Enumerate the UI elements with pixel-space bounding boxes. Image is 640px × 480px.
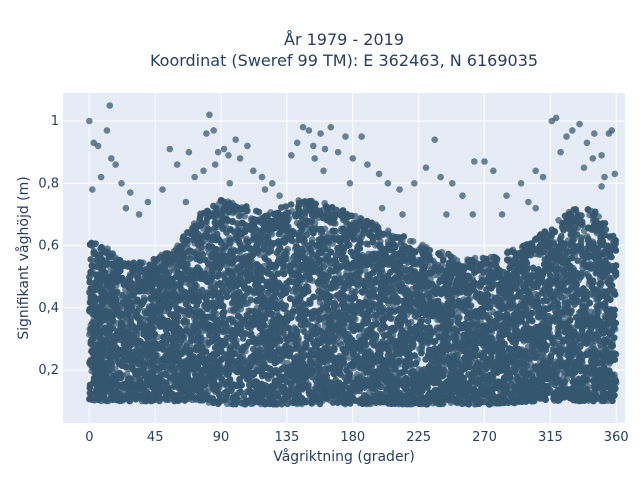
data-point: [326, 261, 333, 269]
data-points: [86, 102, 620, 408]
data-point: [236, 212, 244, 220]
data-point: [409, 238, 417, 245]
data-point: [361, 267, 369, 274]
data-point: [247, 296, 254, 303]
data-point: [316, 299, 324, 306]
data-point: [123, 370, 131, 378]
data-point: [455, 309, 462, 316]
data-point: [345, 354, 352, 361]
